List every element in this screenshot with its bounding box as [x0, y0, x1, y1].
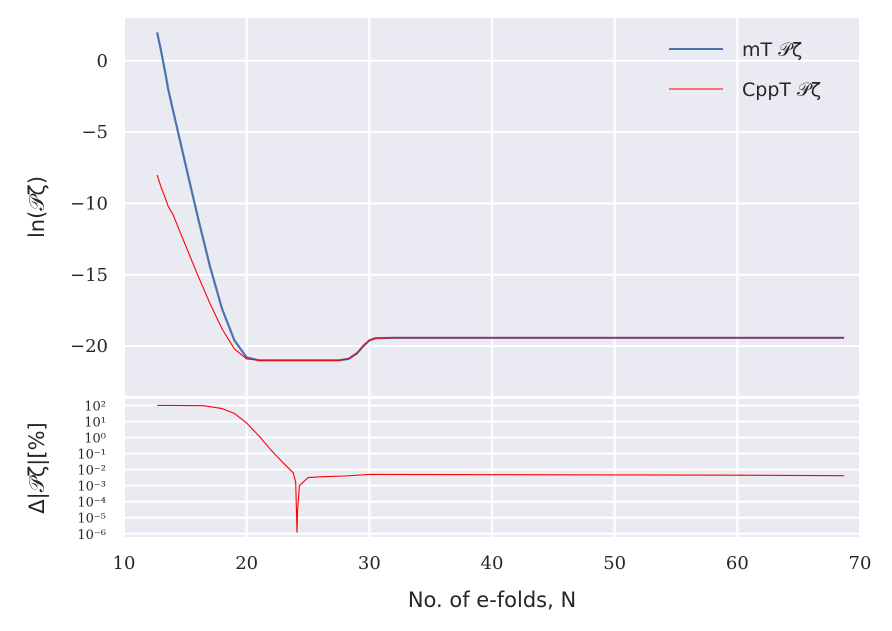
x-tick-label: 70: [849, 553, 872, 574]
bottom-panel-grid: [123, 399, 861, 537]
x-tick-label: 20: [235, 553, 258, 574]
series-line-relative-difference: [157, 404, 845, 533]
top-y-tick-label: −20: [70, 336, 108, 357]
top-y-axis-label: ln(𝒫ζ): [25, 176, 49, 238]
legend: mT 𝒫ζ CppT 𝒫ζ: [669, 39, 821, 101]
top-panel-grid: [123, 18, 861, 396]
x-axis-label: No. of e-folds, N: [408, 588, 576, 612]
bottom-y-tick-label: 10¹: [84, 415, 106, 430]
x-tick-label: 10: [113, 553, 136, 574]
top-y-tick-label: −5: [81, 122, 108, 143]
top-panel-y-tick-labels: 0 −5 −10 −15 −20: [70, 51, 108, 357]
bottom-y-tick-label: 10⁻³: [77, 480, 106, 495]
bottom-y-tick-label: 10⁻⁴: [77, 496, 106, 511]
x-tick-label: 60: [726, 553, 749, 574]
x-tick-labels: 10 20 30 40 50 60 70: [113, 553, 872, 574]
bottom-y-tick-label: 10⁻⁵: [77, 512, 106, 527]
bottom-panel-series: [157, 404, 845, 533]
series-line-cppt: [156, 174, 845, 361]
top-y-tick-label: −10: [70, 193, 108, 214]
bottom-y-tick-label: 10⁻²: [77, 464, 106, 479]
bottom-y-tick-label: 10⁻⁶: [77, 528, 106, 543]
bottom-y-tick-label: 10⁰: [84, 432, 106, 447]
legend-label-mt: mT 𝒫ζ: [742, 39, 802, 61]
bottom-y-tick-label: 10⁻¹: [77, 448, 106, 463]
x-tick-label: 40: [481, 553, 504, 574]
legend-label-cppt: CppT 𝒫ζ: [742, 79, 821, 101]
x-tick-label: 50: [603, 553, 626, 574]
top-y-tick-label: −15: [70, 265, 108, 286]
x-tick-label: 30: [358, 553, 381, 574]
bottom-y-axis-label: Δ|𝒫ζ|[%]: [25, 422, 50, 513]
top-y-tick-label: 0: [97, 51, 108, 72]
bottom-y-tick-label: 10²: [84, 399, 106, 414]
top-panel-series: [156, 32, 845, 362]
